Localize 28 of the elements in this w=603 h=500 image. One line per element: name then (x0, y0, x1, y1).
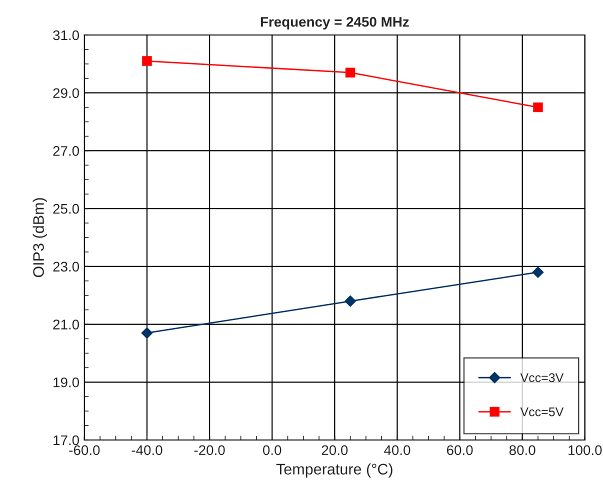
point (141, 327, 153, 339)
x-tick-label: 60.0 (446, 445, 473, 456)
y-tick-label: 27.0 (53, 146, 80, 156)
x-tick-label: 0.0 (262, 445, 282, 456)
y-tick-label: 23.0 (53, 262, 80, 272)
x-tick-label: -60.0 (69, 445, 100, 456)
x-axis-title: Temperature (°C) (276, 463, 392, 478)
point (345, 68, 356, 78)
x-tick-label: 20.0 (322, 445, 348, 456)
x-tick-label: 80.0 (509, 445, 536, 456)
y-axis-title: OIP3 (dBm) (32, 198, 47, 278)
x-tick-label: 40.0 (384, 445, 410, 456)
point (533, 102, 543, 112)
x-tick-label: 100.0 (568, 445, 602, 456)
y-tick-label: 29.0 (53, 88, 80, 98)
y-tick-label: 19.0 (54, 377, 80, 388)
legend-label: Vcc=5V (520, 408, 564, 416)
point (142, 56, 152, 66)
y-tick-label: 25.0 (53, 204, 80, 214)
point (344, 296, 356, 307)
point (532, 266, 544, 278)
chart-title: Frequency = 2450 MHz (260, 16, 409, 30)
x-tick-label: -20.0 (194, 445, 225, 456)
y-tick-label: 17.0 (54, 435, 80, 446)
y-tick-label: 21.0 (53, 320, 80, 330)
y-tick-label: 31.0 (53, 30, 80, 40)
legend-label: Vcc=3V (520, 373, 564, 382)
x-tick-label: -40.0 (132, 445, 162, 456)
